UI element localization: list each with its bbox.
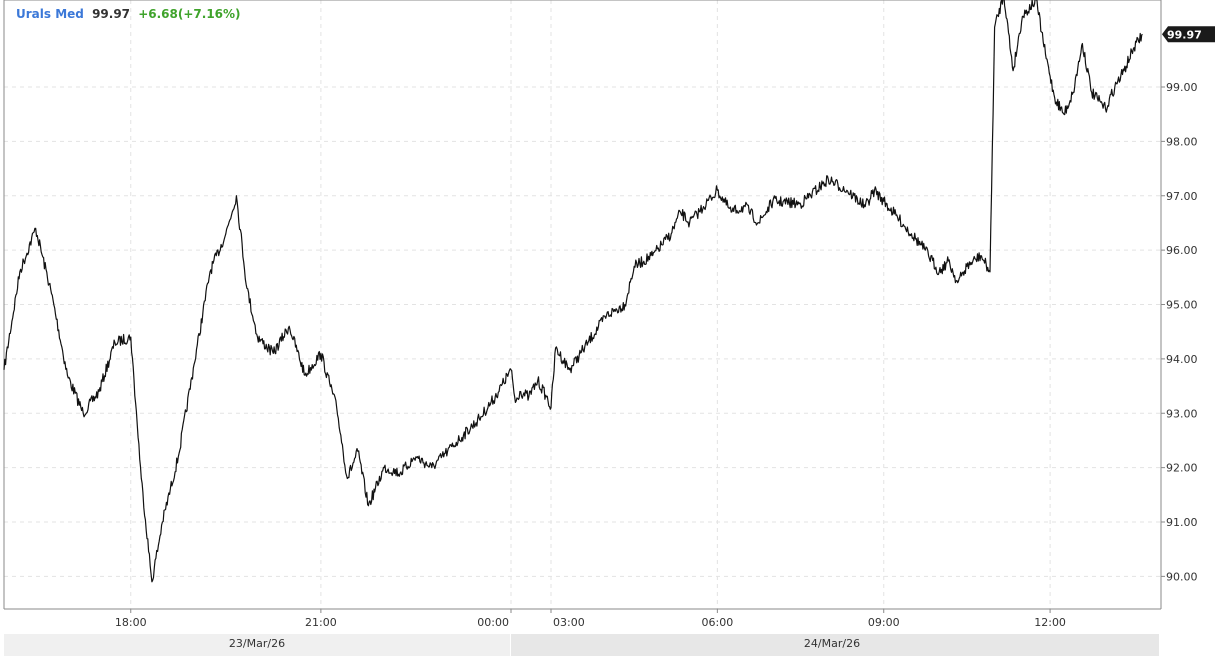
price-change: +6.68(+7.16%) bbox=[138, 7, 240, 21]
last-price: 99.97 bbox=[92, 7, 130, 21]
x-tick-label: 21:00 bbox=[305, 616, 337, 629]
y-tick-label: 91.00 bbox=[1166, 516, 1198, 529]
price-line bbox=[3, 0, 1143, 583]
x-tick-label: 00:00 bbox=[477, 616, 509, 629]
date-label: 24/Mar/26 bbox=[804, 637, 860, 650]
symbol-name: Urals Med bbox=[16, 7, 84, 21]
y-tick-label: 97.00 bbox=[1166, 190, 1198, 203]
date-band-right bbox=[511, 634, 1159, 656]
y-tick-label: 95.00 bbox=[1166, 299, 1198, 312]
date-band-left bbox=[4, 634, 510, 656]
date-label: 23/Mar/26 bbox=[229, 637, 285, 650]
x-tick-label: 12:00 bbox=[1034, 616, 1066, 629]
y-tick-label: 93.00 bbox=[1166, 407, 1198, 420]
last-price-tag-label: 99.97 bbox=[1167, 28, 1202, 41]
last-price-tag-shape bbox=[1162, 26, 1215, 43]
y-tick-label: 90.00 bbox=[1166, 570, 1198, 583]
y-tick-label: 94.00 bbox=[1166, 353, 1198, 366]
last-price-tag: 99.97 bbox=[1162, 26, 1215, 43]
y-tick-label: 98.00 bbox=[1166, 135, 1198, 148]
y-tick-label: 96.00 bbox=[1166, 244, 1198, 257]
grid bbox=[4, 0, 1161, 609]
x-tick-label: 03:00 bbox=[553, 616, 585, 629]
x-tick-label: 09:00 bbox=[868, 616, 900, 629]
x-axis-ticks: 18:00 21:00 00:00 03:00 06:00 09:00 12:00 bbox=[115, 609, 1066, 629]
y-tick-label: 92.00 bbox=[1166, 462, 1198, 475]
x-tick-label: 18:00 bbox=[115, 616, 147, 629]
date-labels: 23/Mar/26 24/Mar/26 bbox=[229, 637, 860, 650]
price-series bbox=[3, 0, 1143, 583]
chart-header: Urals Med 99.97 +6.68(+7.16%) bbox=[16, 7, 241, 21]
y-tick-label: 99.00 bbox=[1166, 81, 1198, 94]
y-axis-ticks: 90.00 91.00 92.00 93.00 94.00 95.00 96.00 97.00… bbox=[1161, 81, 1198, 583]
x-tick-label: 06:00 bbox=[702, 616, 734, 629]
